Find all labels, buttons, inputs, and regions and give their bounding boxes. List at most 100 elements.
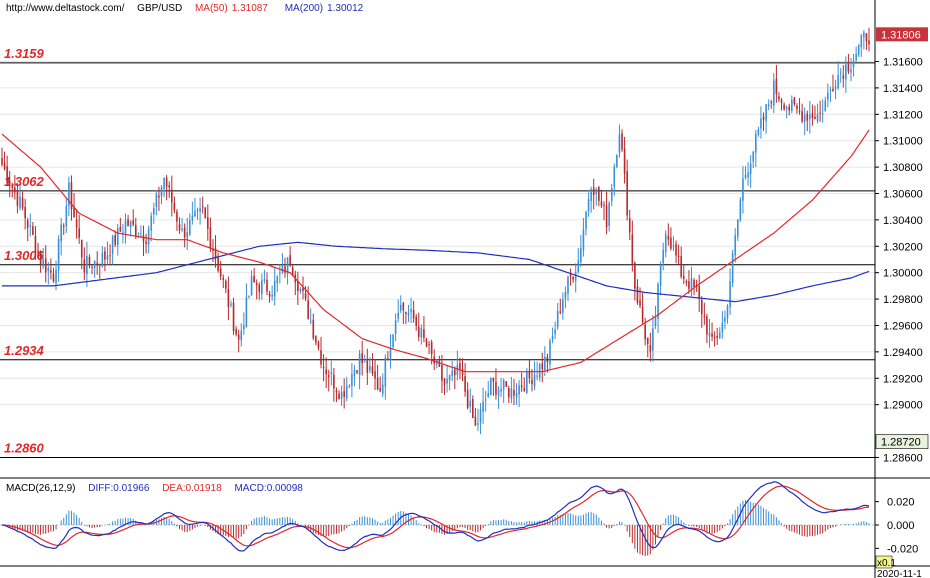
candle-body: [32, 226, 34, 236]
candle-body: [160, 187, 163, 197]
candle-body: [16, 190, 19, 206]
candle-body: [312, 319, 315, 339]
candle-body: [302, 287, 304, 292]
candle-body: [852, 60, 855, 68]
candle-body: [816, 113, 819, 122]
candle-body: [86, 255, 88, 275]
candle-body: [541, 363, 544, 370]
level-label: 1.3062: [4, 174, 45, 189]
candle-body: [819, 112, 821, 114]
candle-body: [724, 317, 726, 322]
candle-body: [775, 79, 778, 95]
candle-body: [335, 390, 338, 392]
level-label: 1.2934: [4, 343, 45, 358]
candle-body: [119, 227, 122, 232]
candle-body: [785, 107, 788, 109]
candle-body: [258, 284, 261, 293]
candle-body: [536, 375, 538, 377]
candle-body: [680, 256, 682, 277]
candle-body: [603, 204, 605, 206]
candle-body: [52, 273, 55, 282]
candle-body: [711, 333, 713, 337]
candle-body: [243, 325, 245, 330]
candle-body: [577, 259, 580, 272]
candle-body: [793, 97, 796, 105]
candle-body: [441, 364, 443, 381]
candle-body: [623, 148, 626, 174]
candle-body: [546, 356, 549, 363]
candle-body: [343, 391, 345, 397]
macd-tick-label: 0.000: [887, 520, 915, 532]
candle-body: [479, 409, 482, 423]
candle-body: [50, 270, 52, 273]
candle-body: [83, 259, 86, 273]
candle-body: [767, 104, 770, 107]
candle-body: [111, 236, 114, 254]
candle-body: [19, 196, 21, 209]
price-axis-bg: [875, 0, 930, 578]
candle-body: [443, 378, 446, 385]
level-label: 1.3006: [4, 248, 45, 263]
candle-body: [672, 245, 675, 248]
candle-body: [73, 206, 75, 218]
candlesticks: [1, 27, 870, 435]
candle-body: [618, 134, 621, 153]
candle-body: [549, 340, 551, 365]
candle-body: [585, 211, 587, 229]
candle-body: [232, 302, 235, 332]
candle-body: [1, 158, 3, 165]
candle-body: [446, 378, 448, 384]
candle-body: [315, 336, 317, 343]
candle-body: [472, 398, 474, 418]
candle-body: [145, 241, 147, 245]
candle-body: [317, 341, 320, 348]
candle-body: [783, 104, 785, 110]
symbol-label: GBP/USD: [137, 3, 183, 14]
candle-body: [116, 228, 119, 246]
candle-body: [417, 326, 420, 337]
candle-body: [340, 391, 343, 399]
candle-body: [309, 321, 312, 323]
candle-body: [338, 393, 340, 400]
candle-body: [392, 334, 394, 348]
candle-body: [122, 231, 124, 233]
macd-diff-line: [1, 481, 870, 552]
candle-body: [649, 345, 652, 352]
candle-body: [165, 177, 168, 187]
candle-body: [96, 262, 98, 264]
candle-body: [376, 377, 379, 390]
candle-body: [109, 255, 111, 257]
candle-body: [410, 308, 412, 313]
price-tick-label: 1.30600: [883, 188, 923, 200]
candle-body: [837, 74, 839, 89]
candle-body: [217, 257, 219, 271]
candle-body: [598, 187, 600, 201]
candle-body: [101, 252, 104, 267]
candle-body: [248, 295, 250, 297]
candle-body: [425, 338, 428, 347]
candle-body: [37, 250, 39, 253]
candle-body: [734, 235, 737, 256]
candle-body: [253, 275, 255, 283]
candle-body: [374, 371, 376, 379]
candle-body: [430, 341, 433, 355]
candle-body: [6, 166, 8, 183]
candle-body: [551, 335, 554, 341]
candle-body: [114, 235, 116, 245]
candle-body: [62, 225, 65, 227]
candle-body: [461, 368, 464, 376]
candle-body: [466, 390, 469, 408]
candle-body: [273, 280, 276, 297]
price-tick-label: 1.29000: [883, 400, 923, 412]
candle-body: [356, 370, 358, 373]
candle-body: [610, 188, 613, 202]
candle-body: [490, 377, 492, 396]
candle-body: [556, 311, 559, 327]
candle-body: [801, 111, 803, 122]
candle-body: [235, 329, 237, 335]
macd-panel: [0, 477, 930, 567]
corner-label: x0.1: [877, 558, 896, 569]
candle-body: [173, 202, 176, 211]
